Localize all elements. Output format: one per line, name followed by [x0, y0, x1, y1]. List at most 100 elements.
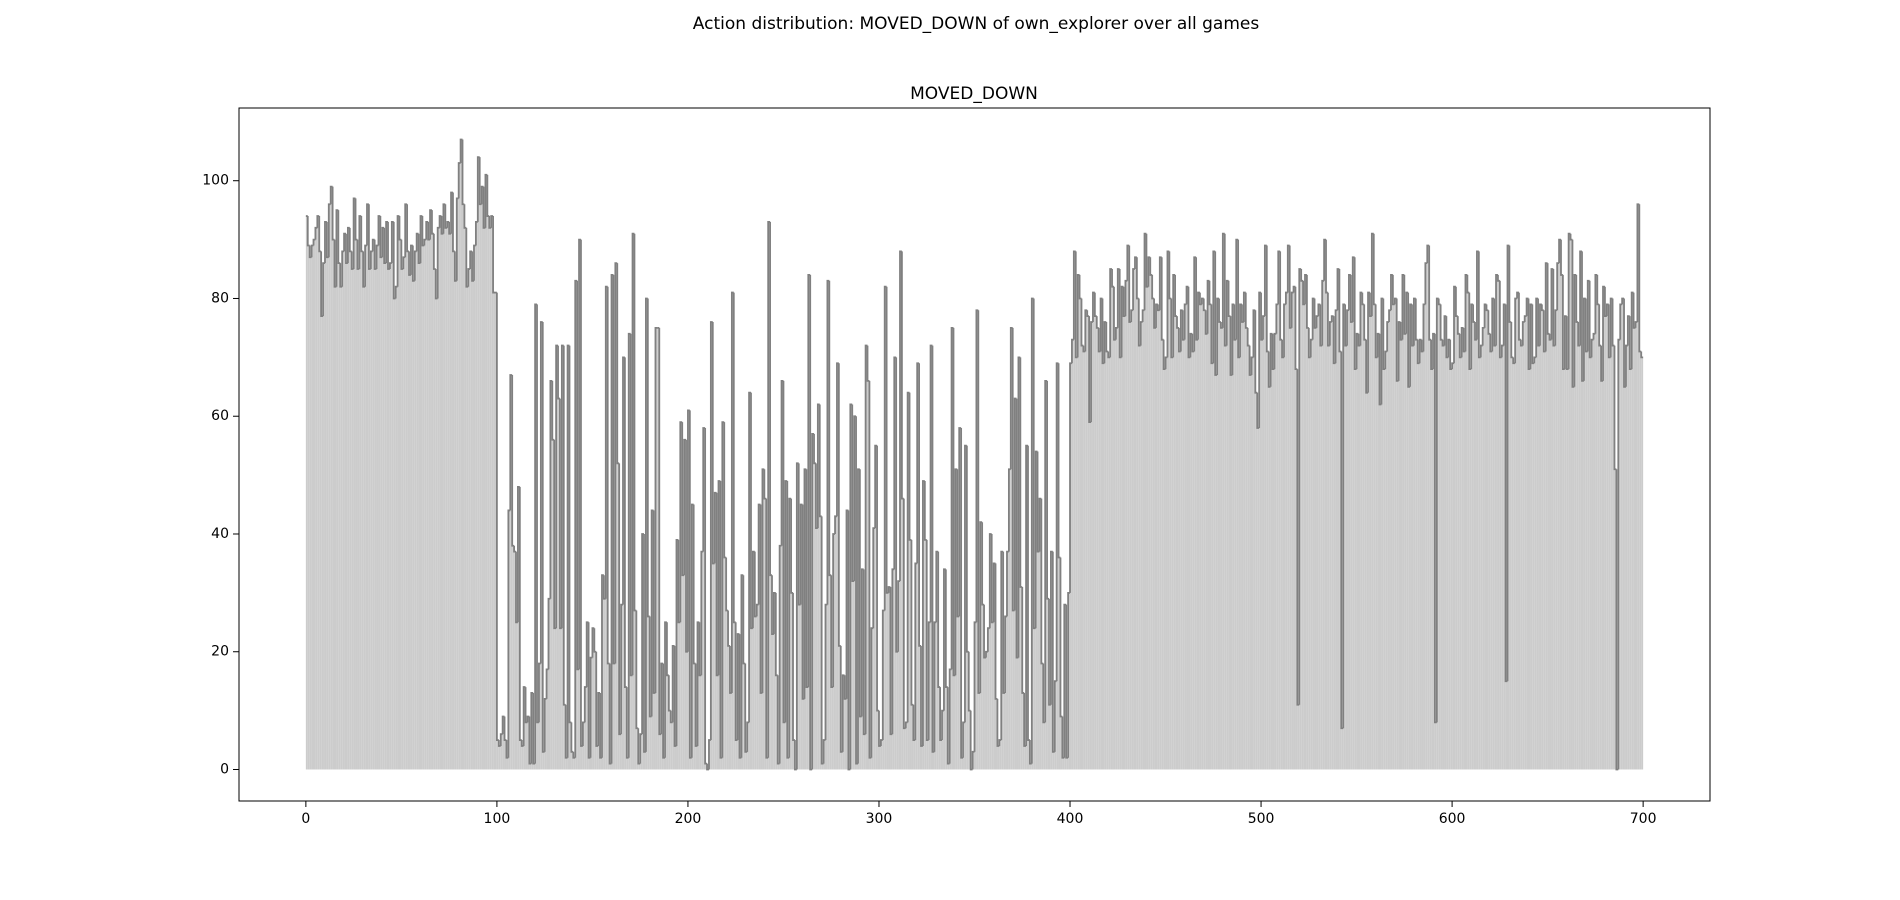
step-edge [769, 221, 772, 577]
bar [412, 280, 415, 770]
step-edge [763, 469, 767, 500]
bar [347, 227, 350, 770]
step-edge [536, 304, 539, 724]
step-edge [350, 251, 354, 270]
step-edge [486, 174, 490, 217]
step-edge [1023, 692, 1027, 747]
bar [773, 592, 776, 770]
step-edge [654, 327, 658, 693]
step-edge [1227, 280, 1231, 318]
bar [305, 216, 308, 770]
step-edge [1414, 298, 1418, 341]
bar [1236, 239, 1239, 770]
bar [464, 227, 467, 770]
bar [313, 239, 316, 770]
bar [1545, 263, 1548, 770]
bar [1297, 704, 1300, 770]
bar [1465, 274, 1468, 770]
x-tick-label: 100 [484, 811, 511, 827]
bar [647, 616, 650, 770]
bar [1582, 380, 1584, 770]
bar [1031, 298, 1034, 770]
bar [405, 204, 408, 770]
bar [1184, 304, 1187, 770]
bar [1429, 339, 1432, 770]
bar [502, 716, 505, 770]
step-edge [580, 239, 583, 747]
bar [1509, 322, 1512, 770]
step-edge [1160, 257, 1164, 341]
bar [447, 221, 450, 770]
bar [1341, 728, 1344, 770]
bar [687, 410, 690, 770]
step-edge [366, 203, 369, 246]
step-edge [1151, 274, 1155, 300]
bar [525, 722, 528, 770]
step-edge [673, 645, 677, 747]
step-edge [406, 204, 410, 253]
bar [1411, 345, 1414, 770]
step-edge [1474, 322, 1477, 341]
step-edge [1319, 304, 1323, 347]
bar [504, 740, 507, 770]
bar [1413, 298, 1416, 770]
bar [1287, 245, 1290, 770]
bar [1177, 327, 1179, 770]
bar [1625, 345, 1628, 770]
bar [1331, 316, 1334, 770]
bar [1455, 316, 1458, 770]
step-edge [1166, 250, 1170, 358]
step-edge [910, 539, 914, 706]
bar [374, 269, 377, 770]
step-edge [444, 204, 448, 229]
bar [921, 745, 923, 770]
bar [1576, 322, 1579, 770]
step-edge [463, 204, 467, 229]
bar [1497, 280, 1500, 770]
bar [1127, 245, 1130, 770]
bar [1499, 357, 1502, 770]
bar [372, 239, 375, 770]
bar [1356, 333, 1359, 770]
step-edge [1372, 233, 1376, 306]
step-edge [1256, 392, 1260, 429]
step-edge [694, 663, 698, 747]
step-edge [383, 227, 387, 265]
bar [1079, 298, 1082, 770]
step-edge [562, 345, 566, 706]
bar [1056, 363, 1059, 770]
bar [485, 174, 488, 770]
bar [762, 469, 765, 770]
bar [653, 692, 656, 770]
bar [1073, 251, 1076, 770]
step-edge [496, 292, 499, 741]
bar [1207, 280, 1210, 770]
axes-title: MOVED_DOWN [910, 84, 1038, 104]
bar [386, 221, 389, 770]
bar [798, 604, 801, 770]
step-edge [1120, 285, 1124, 358]
bar [1631, 292, 1634, 770]
bar [1054, 681, 1057, 770]
step-edge [813, 433, 816, 465]
step-edge [1097, 327, 1101, 353]
bar [1205, 333, 1208, 770]
bar [496, 740, 499, 770]
bar [1060, 716, 1063, 770]
bar [323, 263, 325, 770]
step-edge [899, 250, 902, 582]
step-edge [1246, 327, 1250, 347]
bar [1549, 339, 1552, 770]
bar [1278, 251, 1281, 770]
bar [542, 751, 545, 770]
bar [1450, 369, 1453, 770]
step-edge [1315, 315, 1319, 328]
step-edge [1338, 269, 1342, 353]
bar [1262, 316, 1265, 770]
bar [475, 221, 478, 770]
step-edge [368, 204, 371, 270]
bar [913, 740, 916, 770]
bar [1400, 339, 1403, 770]
bar [500, 734, 503, 770]
step-edge [1376, 332, 1380, 358]
